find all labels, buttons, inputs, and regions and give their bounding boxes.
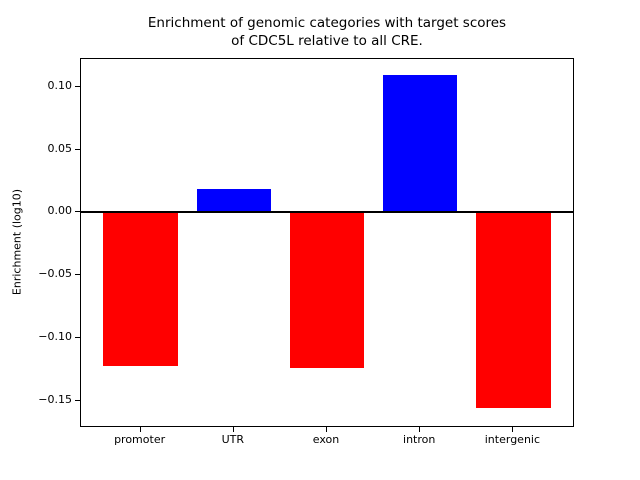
- chart-title: Enrichment of genomic categories with ta…: [80, 14, 574, 50]
- y-tick-mark: [75, 399, 80, 401]
- zero-line: [81, 211, 573, 214]
- x-tick-mark: [512, 427, 514, 432]
- y-tick-label: −0.10: [38, 330, 72, 343]
- x-tick-mark: [419, 427, 421, 432]
- x-tick-label-promoter: promoter: [114, 433, 166, 446]
- x-tick-label-intron: intron: [403, 433, 436, 446]
- x-tick-label-UTR: UTR: [221, 433, 244, 446]
- chart-title-line2: of CDC5L relative to all CRE.: [231, 33, 423, 49]
- bar-promoter: [103, 212, 178, 366]
- y-tick-label: −0.05: [38, 267, 72, 281]
- y-tick-mark: [75, 148, 80, 150]
- bar-UTR: [196, 188, 271, 213]
- bar-intron: [382, 75, 458, 213]
- bar-intergenic: [476, 212, 551, 409]
- bar-exon: [289, 212, 365, 369]
- y-tick-mark: [75, 85, 80, 87]
- x-tick-mark: [232, 427, 234, 432]
- y-tick-label: 0.05: [47, 141, 73, 155]
- y-tick-label: 0.10: [47, 78, 73, 92]
- y-tick-label: 0.00: [47, 204, 73, 218]
- chart-title-line1: Enrichment of genomic categories with ta…: [147, 15, 507, 31]
- x-tick-mark: [139, 427, 141, 432]
- x-tick-label-intergenic: intergenic: [484, 433, 541, 446]
- y-axis-label: Enrichment (log10): [10, 188, 24, 296]
- y-tick-mark: [75, 211, 80, 213]
- plot-area: [80, 58, 574, 427]
- y-tick-mark: [75, 337, 80, 338]
- y-tick-label: −0.15: [38, 392, 72, 406]
- y-tick-mark: [75, 274, 80, 276]
- x-tick-mark: [326, 427, 327, 432]
- x-tick-label-exon: exon: [312, 433, 340, 446]
